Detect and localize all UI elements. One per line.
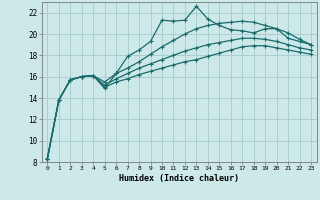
X-axis label: Humidex (Indice chaleur): Humidex (Indice chaleur) [119, 174, 239, 183]
